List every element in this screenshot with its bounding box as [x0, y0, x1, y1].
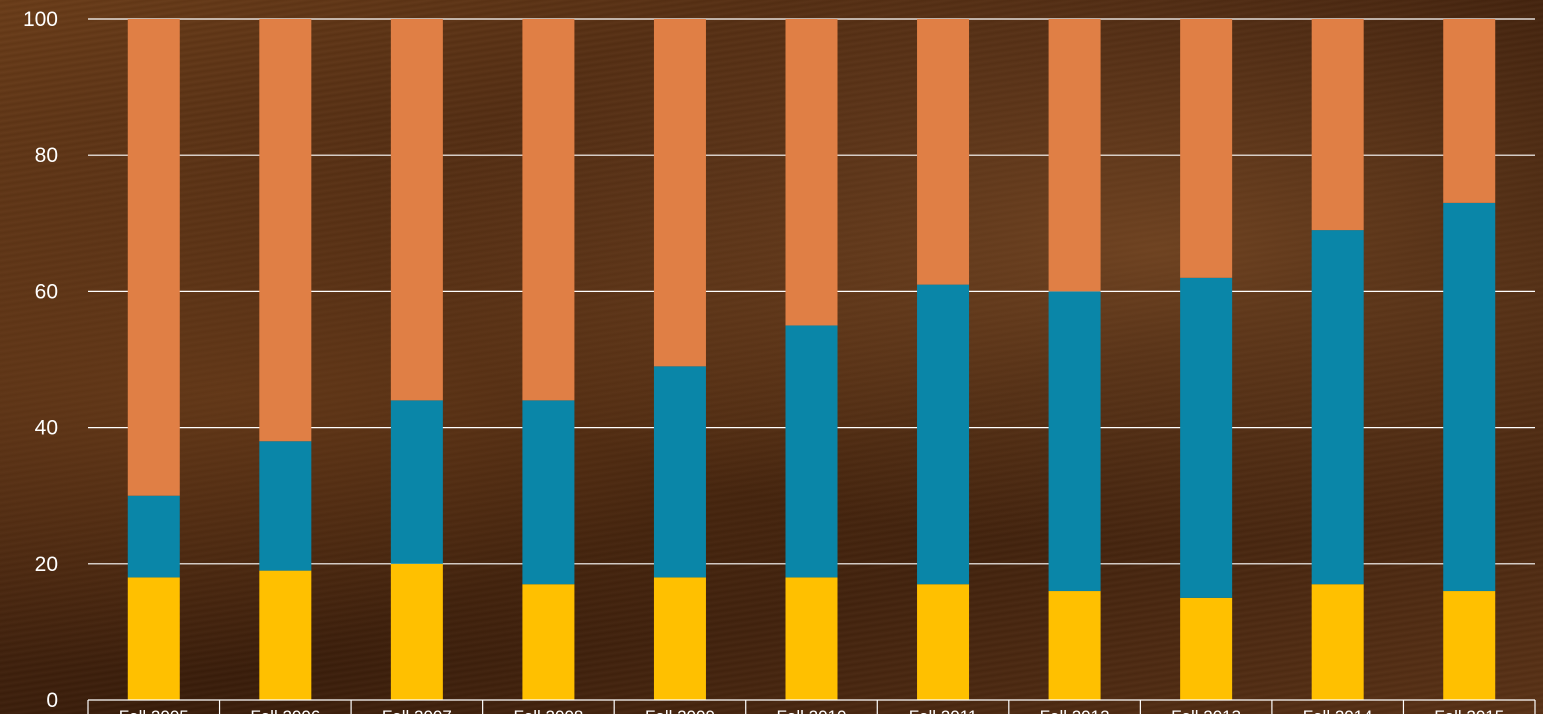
bar-segment-1: [785, 577, 838, 700]
x-tick-label: Fall 2009: [645, 707, 715, 714]
y-tick-label: 100: [23, 8, 58, 31]
x-tick-label: Fall 2006: [250, 707, 320, 714]
y-tick-label: 40: [35, 417, 58, 440]
y-axis-tick-labels: 0 20 40 60 80 100: [23, 8, 58, 712]
bar-segment-3: [522, 19, 575, 401]
bar-segment-1: [1180, 597, 1233, 700]
y-tick-label: 80: [35, 144, 58, 167]
bar-segment-2: [1048, 291, 1101, 592]
bar-segment-2: [1443, 202, 1496, 592]
bar-segment-2: [127, 495, 180, 578]
bar-segment-3: [390, 19, 443, 401]
bar-segment-3: [785, 19, 838, 326]
x-tick-label: Fall 2010: [777, 707, 847, 714]
x-tick-label: Fall 2011: [909, 707, 978, 714]
bar-segment-2: [522, 400, 575, 585]
bar-segment-1: [1443, 591, 1496, 700]
bar-segment-3: [1443, 19, 1496, 203]
y-tick-label: 20: [35, 553, 58, 576]
bar-segment-1: [259, 570, 312, 700]
bar-segment-2: [653, 366, 706, 578]
bar-segment-3: [1180, 19, 1233, 278]
bar-segment-3: [1048, 19, 1101, 292]
y-tick-label: 60: [35, 280, 58, 303]
bar-segment-2: [259, 441, 312, 571]
bar-segment-3: [259, 19, 312, 442]
x-tick-label: Fall 2013: [1171, 707, 1241, 714]
bar-segment-1: [127, 577, 180, 700]
bar-segment-2: [1311, 230, 1364, 585]
bar-segment-1: [1311, 584, 1364, 700]
bar-segment-1: [1048, 591, 1101, 700]
x-tick-label: Fall 2007: [382, 707, 452, 714]
x-tick-label: Fall 2014: [1303, 707, 1373, 714]
x-tick-label: Fall 2008: [513, 707, 583, 714]
bar-segment-3: [127, 19, 180, 496]
bars: [127, 19, 1496, 700]
x-tick-label: Fall 2012: [1040, 707, 1110, 714]
bar-segment-2: [390, 400, 443, 564]
y-tick-label: 0: [46, 689, 58, 712]
bar-segment-1: [522, 584, 575, 700]
x-tick-label: Fall 2015: [1434, 707, 1504, 714]
bar-segment-3: [653, 19, 706, 367]
bar-segment-3: [1311, 19, 1364, 231]
bar-segment-1: [390, 563, 443, 700]
bar-segment-2: [1180, 277, 1233, 598]
x-axis: Fall 2005 Fall 2006 Fall 2007 Fall 2008 Fall…: [87, 699, 1536, 714]
bar-segment-2: [785, 325, 838, 578]
bar-segment-3: [917, 19, 970, 285]
bar-segment-2: [917, 284, 970, 585]
bar-segment-1: [653, 577, 706, 700]
x-tick-label: Fall 2005: [119, 707, 189, 714]
bar-segment-1: [917, 584, 970, 700]
